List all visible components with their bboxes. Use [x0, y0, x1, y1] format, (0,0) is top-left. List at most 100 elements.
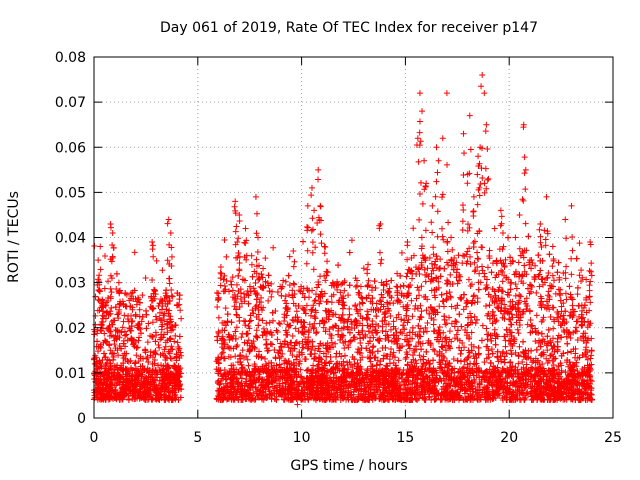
data-point: [564, 349, 571, 356]
data-point: [494, 304, 501, 311]
data-point: [122, 343, 129, 350]
data-point: [121, 312, 128, 319]
data-point: [374, 357, 381, 364]
data-point: [583, 344, 590, 351]
data-point: [547, 352, 554, 359]
data-point: [293, 308, 300, 315]
data-point: [479, 263, 486, 270]
data-point: [587, 299, 594, 306]
data-point: [500, 348, 507, 355]
data-point: [423, 348, 430, 355]
data-point: [502, 256, 509, 263]
data-point: [111, 341, 118, 348]
data-point: [470, 343, 477, 350]
data-point: [390, 349, 397, 356]
data-point: [110, 356, 117, 363]
data-point: [169, 293, 176, 300]
data-point: [248, 261, 255, 268]
data-point: [404, 319, 411, 326]
data-point: [546, 251, 553, 258]
data-point: [507, 321, 514, 328]
data-point: [479, 267, 486, 274]
data-point: [277, 320, 284, 327]
data-point: [552, 355, 559, 362]
data-point: [357, 335, 364, 342]
data-point: [270, 244, 277, 251]
data-point: [387, 326, 394, 333]
data-point: [408, 297, 415, 304]
data-point: [243, 330, 250, 337]
data-point: [312, 297, 319, 304]
data-point: [454, 357, 461, 364]
data-point: [222, 305, 229, 312]
data-point: [255, 276, 262, 283]
data-point: [438, 343, 445, 350]
data-point: [274, 288, 281, 295]
data-point: [398, 249, 405, 256]
data-point: [568, 255, 575, 262]
data-point: [282, 293, 289, 300]
data-point: [262, 255, 269, 262]
data-point: [400, 322, 407, 329]
data-point: [221, 283, 228, 290]
data-point: [249, 273, 256, 280]
data-point: [388, 345, 395, 352]
data-point: [492, 341, 499, 348]
data-point: [588, 347, 595, 354]
data-point: [516, 343, 523, 350]
data-point: [334, 286, 341, 293]
data-point: [573, 255, 580, 262]
data-point: [536, 271, 543, 278]
data-point: [390, 318, 397, 325]
data-point: [253, 327, 260, 334]
data-point: [92, 321, 99, 328]
data-point: [535, 252, 542, 259]
data-point: [159, 267, 166, 274]
data-point: [464, 361, 471, 368]
data-point: [143, 307, 150, 314]
data-point: [566, 283, 573, 290]
data-point: [163, 287, 170, 294]
data-point: [307, 351, 314, 358]
data-point: [519, 358, 526, 365]
data-point: [529, 359, 536, 366]
data-point: [92, 293, 99, 300]
data-point: [282, 278, 289, 285]
data-point: [217, 269, 224, 276]
data-point: [568, 295, 575, 302]
data-point: [152, 329, 159, 336]
data-point: [247, 317, 254, 324]
data-point: [441, 265, 448, 272]
data-point: [537, 267, 544, 274]
data-point: [136, 299, 143, 306]
data-point: [309, 249, 316, 256]
data-point: [555, 286, 562, 293]
data-point: [475, 286, 482, 293]
data-point: [410, 225, 417, 232]
data-point: [335, 262, 342, 269]
data-point: [348, 237, 355, 244]
data-point: [483, 325, 490, 332]
data-point: [540, 314, 547, 321]
data-point: [515, 360, 522, 367]
data-point: [346, 282, 353, 289]
data-point: [574, 284, 581, 291]
data-point: [373, 313, 380, 320]
data-point: [323, 299, 330, 306]
data-point: [472, 320, 479, 327]
data-point: [446, 289, 453, 296]
data-point: [272, 354, 279, 361]
data-point: [215, 330, 222, 337]
data-point: [414, 284, 421, 291]
data-point: [562, 290, 569, 297]
data-point: [268, 293, 275, 300]
data-point: [262, 360, 269, 367]
data-point: [532, 325, 539, 332]
data-point: [482, 302, 489, 309]
data-point: [223, 253, 230, 260]
data-point: [533, 312, 540, 319]
data-point: [249, 307, 256, 314]
data-point: [579, 307, 586, 314]
data-point: [220, 276, 227, 283]
data-point: [484, 343, 491, 350]
